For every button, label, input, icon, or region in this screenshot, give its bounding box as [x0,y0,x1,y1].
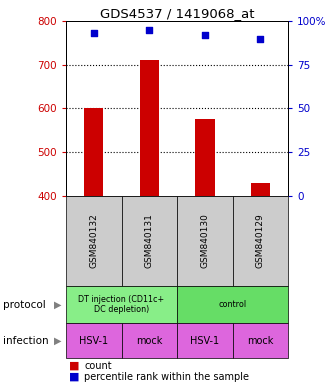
Text: mock: mock [136,336,162,346]
Point [147,27,152,33]
Text: GSM840132: GSM840132 [89,214,98,268]
Text: mock: mock [247,336,274,346]
Text: percentile rank within the sample: percentile rank within the sample [84,372,249,382]
Text: infection: infection [3,336,49,346]
Text: count: count [84,361,112,371]
Point [91,30,96,36]
Text: control: control [218,300,247,309]
Text: GSM840131: GSM840131 [145,214,154,268]
Text: DT injection (CD11c+
DC depletion): DT injection (CD11c+ DC depletion) [79,295,165,314]
Text: HSV-1: HSV-1 [79,336,108,346]
Text: ▶: ▶ [54,336,61,346]
Bar [84,109,104,196]
Text: ■: ■ [69,361,80,371]
Text: ▶: ▶ [54,300,61,310]
Text: GSM840130: GSM840130 [200,214,209,268]
Text: GSM840129: GSM840129 [256,214,265,268]
Bar [195,119,215,196]
Text: ■: ■ [69,372,80,382]
Point [258,36,263,42]
Text: HSV-1: HSV-1 [190,336,219,346]
Bar [140,60,159,196]
Point [202,32,208,38]
Bar [250,183,270,196]
Text: protocol: protocol [3,300,46,310]
Title: GDS4537 / 1419068_at: GDS4537 / 1419068_at [100,7,254,20]
